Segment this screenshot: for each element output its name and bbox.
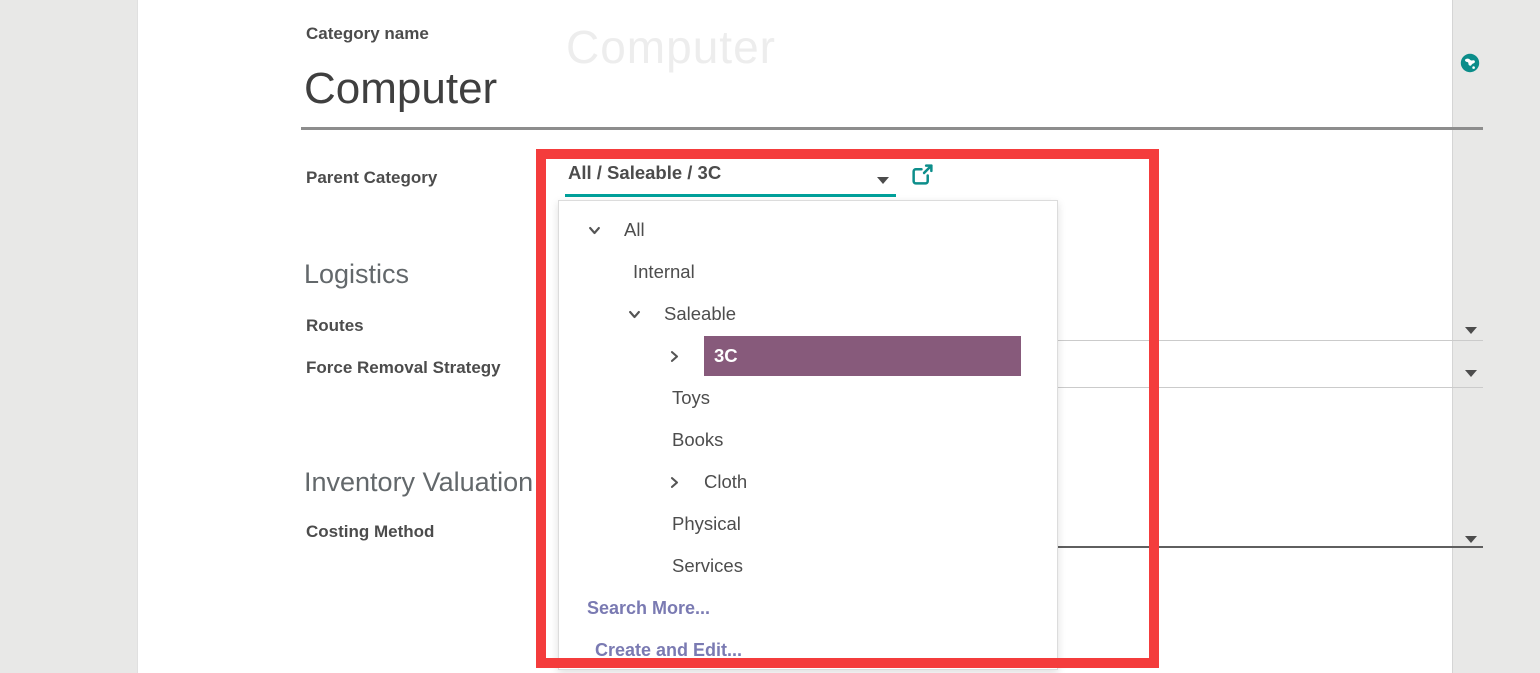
tree-item-label: Toys	[672, 387, 711, 408]
tree-item-label: Services	[672, 555, 743, 576]
tree-item-3c-selected[interactable]: 3C	[559, 335, 1057, 377]
tree-item-saleable[interactable]: Saleable	[559, 293, 1057, 335]
ghost-title-artifact: Computer	[566, 21, 776, 73]
title-underline	[301, 127, 1483, 130]
tree-item-label: Cloth	[704, 471, 748, 492]
routes-label: Routes	[306, 316, 364, 335]
tree-item-services[interactable]: Services	[559, 545, 1057, 587]
costing-method-label: Costing Method	[306, 522, 435, 541]
tree-item-physical[interactable]: Physical	[559, 503, 1057, 545]
force-removal-caret-icon[interactable]	[1465, 370, 1477, 377]
parent-category-label: Parent Category	[306, 168, 438, 187]
tree-item-all[interactable]: All	[559, 209, 1057, 251]
search-more-link[interactable]: Search More...	[587, 597, 711, 618]
force-removal-strategy-label: Force Removal Strategy	[306, 358, 501, 377]
logistics-section-title: Logistics	[304, 259, 410, 289]
tree-item-label: 3C	[704, 336, 1021, 376]
chevron-down-icon[interactable]	[627, 307, 664, 322]
tree-item-books[interactable]: Books	[559, 419, 1057, 461]
tree-item-label: Physical	[672, 513, 741, 534]
costing-method-caret-icon[interactable]	[1465, 536, 1477, 543]
parent-category-caret-icon[interactable]	[877, 177, 889, 184]
inventory-valuation-section-title: Inventory Valuation	[304, 467, 534, 497]
translate-globe-icon[interactable]	[1460, 53, 1480, 78]
category-name-value[interactable]: Computer	[304, 64, 498, 113]
create-and-edit-link[interactable]: Create and Edit...	[595, 639, 743, 660]
chevron-right-icon[interactable]	[667, 475, 704, 490]
tree-item-toys[interactable]: Toys	[559, 377, 1057, 419]
internal-link-icon[interactable]	[910, 162, 935, 192]
tree-item-label: Books	[672, 429, 724, 450]
parent-category-input-underline	[565, 194, 896, 197]
chevron-right-icon[interactable]	[667, 349, 704, 364]
tree-item-cloth[interactable]: Cloth	[559, 461, 1057, 503]
tree-item-label: Internal	[633, 261, 695, 282]
routes-caret-icon[interactable]	[1465, 327, 1477, 334]
category-name-label: Category name	[306, 24, 429, 43]
tree-item-internal[interactable]: Internal	[559, 251, 1057, 293]
parent-category-dropdown: All Internal Saleable 3C Toys Books	[558, 200, 1058, 670]
form-content-area: Computer Category name Computer Parent C…	[137, 0, 1483, 673]
parent-category-input[interactable]: All / Saleable / 3C	[568, 162, 722, 183]
tree-item-label: All	[624, 219, 645, 240]
tree-item-label: Saleable	[664, 303, 737, 324]
chevron-down-icon[interactable]	[587, 223, 624, 238]
